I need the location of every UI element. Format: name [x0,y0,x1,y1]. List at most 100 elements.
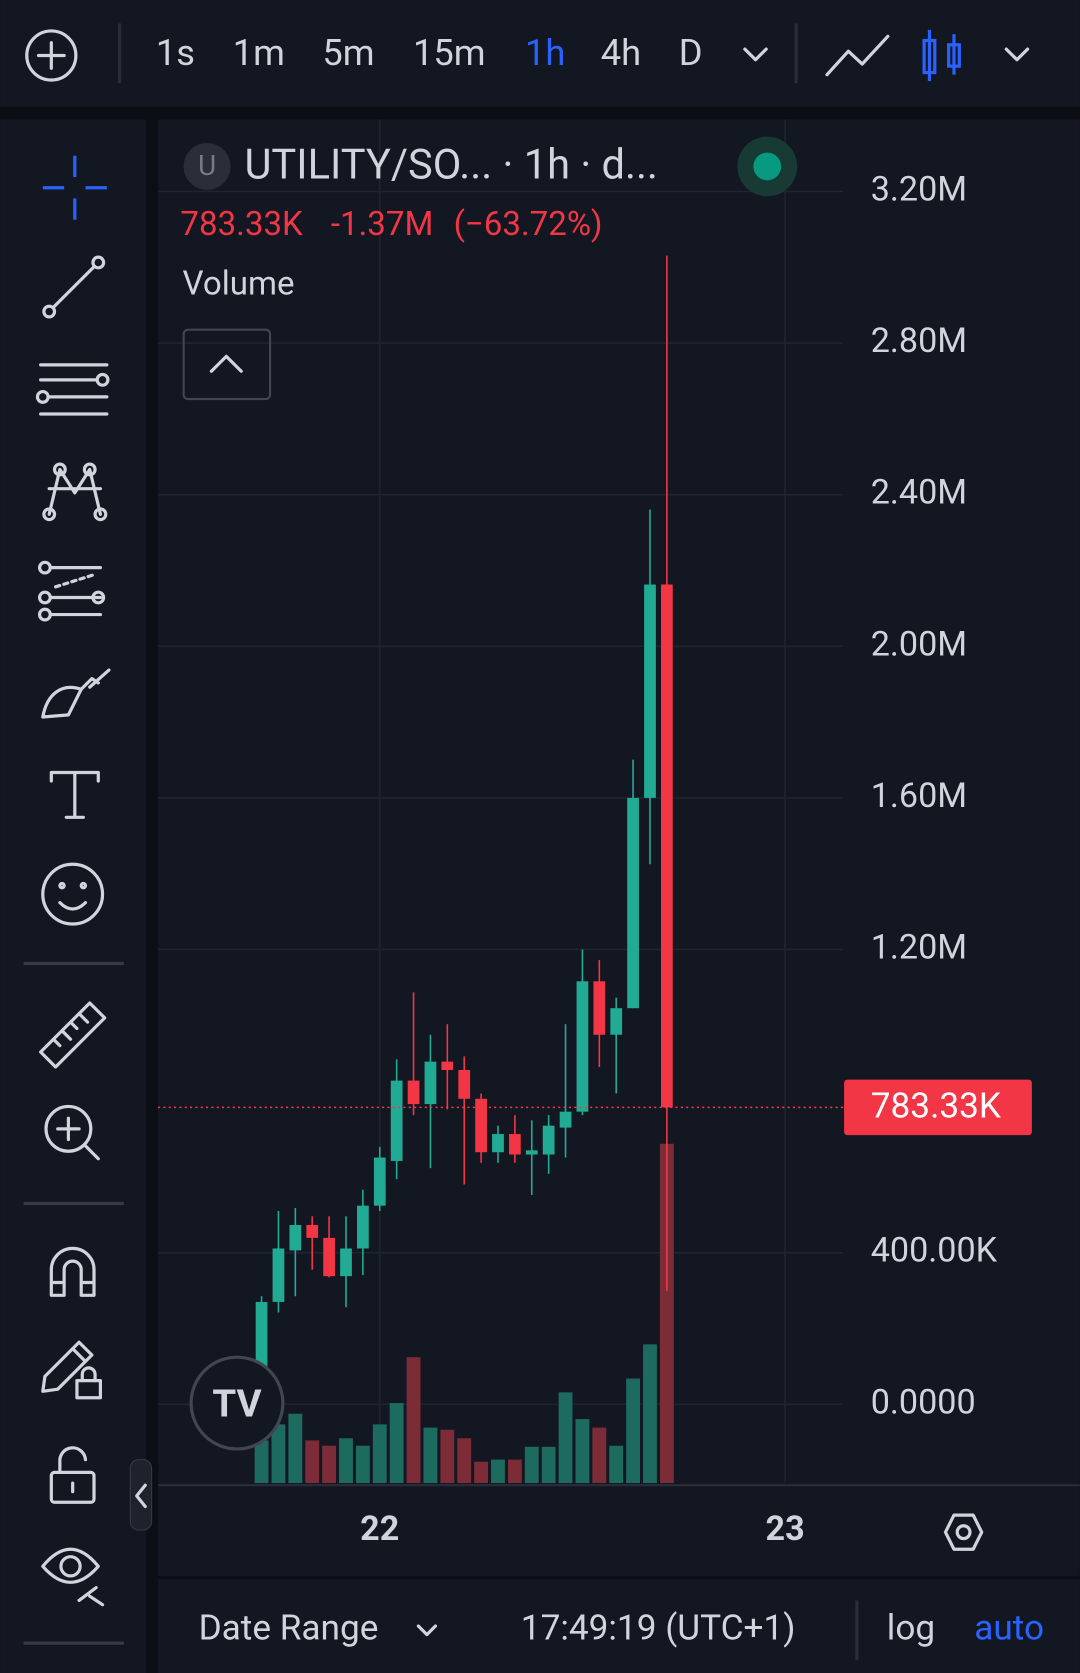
candle-body [441,1061,454,1070]
crosshair-tool[interactable] [42,155,107,220]
ruler-tool[interactable] [39,1001,107,1069]
logo-mark: TV [212,1381,261,1426]
candle-body [289,1224,302,1251]
fib-tool[interactable] [35,363,110,416]
candle-body [593,981,606,1035]
date-range-arrow [416,1624,438,1637]
badge-letter: U [198,149,216,182]
interval-button[interactable]: 4h [601,31,641,74]
lock-drawings-tool[interactable] [41,1340,103,1400]
volume-bar [558,1392,573,1484]
candle-body [306,1224,319,1238]
price-label: 783.33K [871,1085,1002,1127]
zoom-tool[interactable] [44,1104,100,1161]
interval-button[interactable]: D [679,31,703,74]
y-tick-label: 1.20M [871,927,967,967]
volume-bar [339,1438,353,1484]
interval-button[interactable]: 1m [233,31,285,74]
volume-bar [389,1403,404,1484]
candle-body [255,1301,268,1377]
bottom-bar [158,1579,1080,1673]
volume-bar [288,1413,303,1484]
lock-tool[interactable] [49,1446,96,1504]
x-tick-label: 23 [766,1509,805,1549]
candle-body [542,1125,555,1155]
volume-bar [440,1429,455,1484]
clock: 17:49:19 (UTC+1) [521,1607,796,1649]
collapse-toolbar[interactable] [129,1459,153,1531]
symbol-title: UTILITY/SO... · 1h · d... [244,140,657,189]
candle-body [559,1111,572,1128]
volume-bar [322,1445,337,1484]
emoji-tool[interactable] [41,862,105,926]
volume-bar [626,1378,641,1484]
chart-panel [158,119,1080,1576]
symbol-badge [183,142,231,190]
candle-body [661,584,673,1108]
volume-bar [575,1419,590,1484]
add-button[interactable] [25,29,78,82]
interval-button[interactable]: 1h [525,31,565,74]
candle-style-button[interactable] [922,29,961,82]
candle-body [610,1008,623,1035]
status-dot [753,152,782,181]
visibility-tool[interactable] [41,1547,105,1607]
candle-body [525,1150,538,1155]
y-tick-label: 2.80M [871,321,967,361]
collapse-arrow [209,354,243,373]
volume-bar [372,1424,387,1484]
candle-body [407,1080,420,1105]
log-toggle[interactable]: log [887,1607,935,1649]
candle-body [390,1080,403,1161]
volume-bar [507,1459,522,1484]
volume-bar [457,1438,472,1484]
prediction-tool[interactable] [37,560,106,622]
collapse-legend[interactable] [182,328,272,401]
settings-button[interactable] [943,1513,984,1551]
style-dropdown[interactable] [1004,47,1030,62]
date-range-button[interactable]: Date Range [199,1607,379,1649]
candle-body [627,797,639,1009]
x-tick-label: 22 [360,1509,399,1549]
volume-bar [305,1440,320,1484]
interval-button[interactable]: 5m [322,31,374,74]
volume-bar [355,1445,370,1484]
candle-body [323,1237,335,1277]
legend-close: 783.33K [180,205,303,244]
brush-tool[interactable] [41,668,111,719]
y-tick-label: 3.20M [871,170,967,210]
volume-bar [271,1424,286,1484]
candle-body [272,1248,285,1302]
candle-body [475,1098,487,1153]
trendline-tool[interactable] [42,255,106,319]
legend-change: -1.37M [331,205,433,244]
y-tick-label: 2.40M [871,473,967,513]
volume-bar [474,1461,489,1484]
interval-button[interactable]: 15m [413,31,486,74]
candle-body [576,981,589,1112]
text-tool[interactable] [49,770,100,819]
interval-button[interactable]: 1s [156,31,195,74]
collapse-arrow [135,1483,147,1509]
volume-bar [423,1427,438,1484]
candle-body [373,1157,386,1206]
pattern-tool[interactable] [42,462,108,522]
volume-bar [541,1446,556,1484]
volume-bar [491,1459,505,1484]
candle-body [340,1248,352,1277]
volume-bar [592,1427,607,1484]
line-style-button[interactable] [825,34,890,77]
indicator-name: Volume [183,265,295,304]
candle-body [424,1061,437,1105]
y-tick-label: 400.00K [871,1231,998,1271]
top-toolbar [0,0,1080,107]
candle-body [509,1134,521,1155]
magnet-tool[interactable] [49,1246,96,1297]
volume-bar [406,1357,421,1484]
left-toolbar [0,119,147,1673]
auto-toggle[interactable]: auto [974,1607,1044,1649]
volume-bar [524,1446,539,1484]
interval-dropdown[interactable] [743,47,768,62]
volume-bar [659,1143,674,1484]
